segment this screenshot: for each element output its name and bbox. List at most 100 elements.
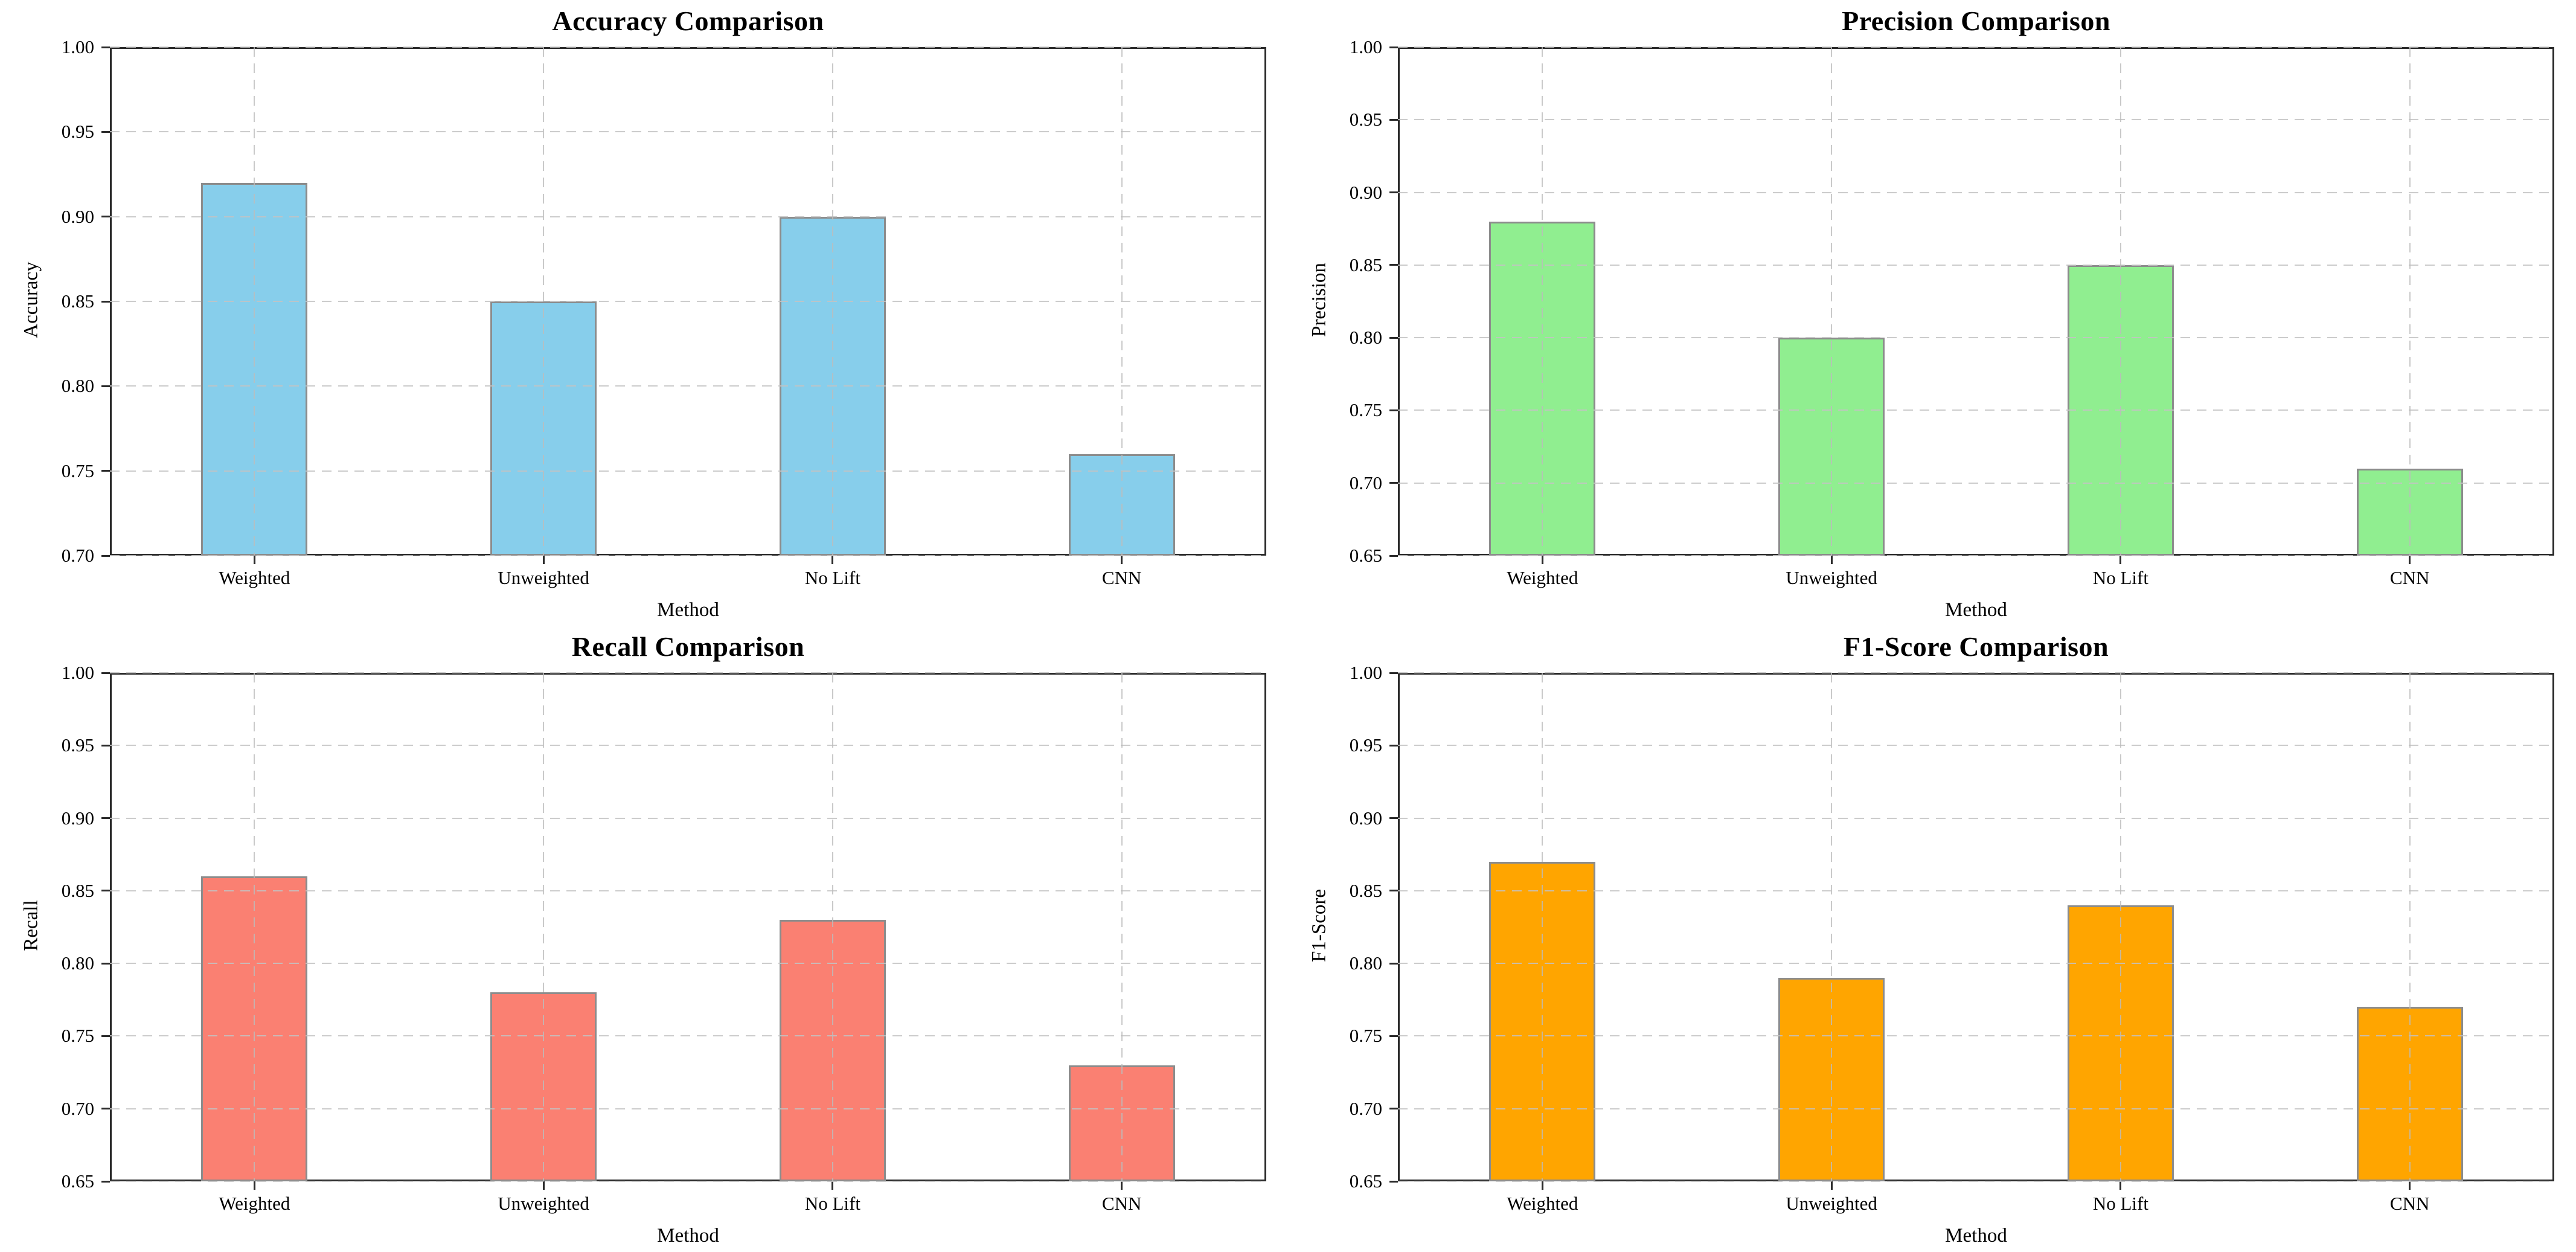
y-tick-label: 0.90	[1349, 181, 1382, 203]
y-gridline	[110, 1181, 1266, 1182]
chart-accuracy-comparison: Accuracy Comparison Accuracy Method 0.70…	[0, 0, 1288, 626]
y-tick-label: 0.85	[1349, 879, 1382, 901]
x-axis-label: Method	[1945, 599, 2007, 621]
x-axis-label: Method	[657, 1225, 719, 1247]
y-gridline	[110, 672, 1266, 673]
y-tick	[1389, 1180, 1398, 1183]
x-axis-label: Method	[657, 599, 719, 621]
y-gridline	[1398, 890, 2554, 891]
y-gridline	[1398, 817, 2554, 819]
y-tick-label: 0.80	[61, 375, 94, 397]
x-gridline	[2119, 673, 2121, 1181]
y-tick-label: 0.85	[61, 879, 94, 901]
y-gridline	[110, 385, 1266, 387]
chart-recall-comparison: Recall Comparison Recall Method 0.65 0.70…	[0, 626, 1288, 1251]
x-tick-label: Unweighted	[1786, 1193, 1877, 1214]
y-gridline	[1398, 963, 2554, 965]
y-tick	[1389, 817, 1398, 820]
x-gridline	[2409, 47, 2411, 556]
x-tick-label: No Lift	[2092, 567, 2148, 588]
y-tick	[1389, 118, 1398, 121]
x-tick	[253, 556, 255, 564]
x-gridline	[1831, 673, 1833, 1181]
x-tick	[1541, 556, 1543, 564]
y-tick	[1389, 890, 1398, 892]
y-tick-label: 0.70	[61, 1097, 94, 1119]
y-tick	[101, 470, 110, 472]
y-tick-label: 0.70	[1349, 472, 1382, 493]
x-tick	[1121, 1181, 1123, 1190]
y-tick	[1389, 264, 1398, 266]
y-tick	[1389, 554, 1398, 557]
x-tick	[831, 1181, 834, 1190]
y-tick	[101, 744, 110, 746]
y-tick	[101, 962, 110, 965]
y-tick	[101, 1180, 110, 1183]
y-gridline	[110, 745, 1266, 746]
y-tick-label: 0.70	[61, 545, 94, 566]
x-tick-label: Unweighted	[498, 567, 589, 588]
x-gridline	[831, 673, 833, 1181]
y-tick-label: 0.80	[61, 952, 94, 974]
x-gridline	[2409, 673, 2411, 1181]
x-tick-label: No Lift	[804, 1193, 860, 1214]
y-tick-label: 0.80	[1349, 952, 1382, 974]
x-tick	[1830, 556, 1833, 564]
y-tick	[1389, 336, 1398, 339]
y-tick	[101, 46, 110, 48]
y-tick	[1389, 409, 1398, 411]
x-tick-label: CNN	[1101, 1193, 1142, 1214]
y-gridline	[1398, 191, 2554, 193]
y-tick-label: 0.85	[1349, 254, 1382, 275]
y-tick-label: 1.00	[61, 662, 94, 683]
y-tick-label: 1.00	[1349, 662, 1382, 683]
x-tick	[1541, 1181, 1543, 1190]
y-tick	[1389, 672, 1398, 674]
x-tick-label: Weighted	[219, 1193, 290, 1214]
x-tick	[2119, 1181, 2122, 1190]
y-tick	[101, 216, 110, 218]
y-tick-label: 0.75	[61, 1025, 94, 1047]
y-tick	[1389, 1108, 1398, 1110]
y-tick-label: 0.95	[1349, 734, 1382, 756]
y-gridline	[110, 470, 1266, 472]
x-tick	[542, 556, 545, 564]
y-tick	[101, 130, 110, 133]
y-gridline	[1398, 1108, 2554, 1109]
x-tick-label: CNN	[2389, 567, 2430, 588]
y-tick-label: 0.80	[1349, 327, 1382, 348]
y-tick-label: 0.65	[1349, 1170, 1382, 1192]
y-tick	[1389, 744, 1398, 746]
y-gridline	[110, 890, 1266, 891]
y-tick	[1389, 482, 1398, 484]
x-tick	[253, 1181, 255, 1190]
chart-title: Accuracy Comparison	[552, 5, 824, 36]
y-tick	[1389, 1035, 1398, 1037]
y-tick-label: 0.90	[61, 807, 94, 829]
y-tick	[1389, 46, 1398, 48]
x-tick-label: Weighted	[1507, 1193, 1578, 1214]
y-gridline	[1398, 409, 2554, 411]
y-tick	[101, 817, 110, 820]
x-axis-label: Method	[1945, 1225, 2007, 1247]
plot-area	[1398, 673, 2554, 1181]
y-tick-label: 0.75	[1349, 1025, 1382, 1047]
y-gridline	[1398, 1035, 2554, 1037]
chart-title: Precision Comparison	[1842, 5, 2110, 36]
y-tick	[101, 1035, 110, 1037]
x-gridline	[543, 47, 545, 556]
y-tick-label: 0.65	[1349, 545, 1382, 566]
x-gridline	[1121, 673, 1123, 1181]
x-tick-label: No Lift	[804, 567, 860, 588]
y-gridline	[1398, 745, 2554, 746]
y-gridline	[110, 1035, 1266, 1037]
x-tick	[542, 1181, 545, 1190]
y-gridline	[1398, 482, 2554, 484]
y-tick-label: 0.95	[1349, 109, 1382, 130]
plot-area	[1398, 47, 2554, 556]
x-gridline	[2119, 47, 2121, 556]
y-gridline	[110, 131, 1266, 133]
x-gridline	[1542, 47, 1543, 556]
y-gridline	[1398, 555, 2554, 556]
